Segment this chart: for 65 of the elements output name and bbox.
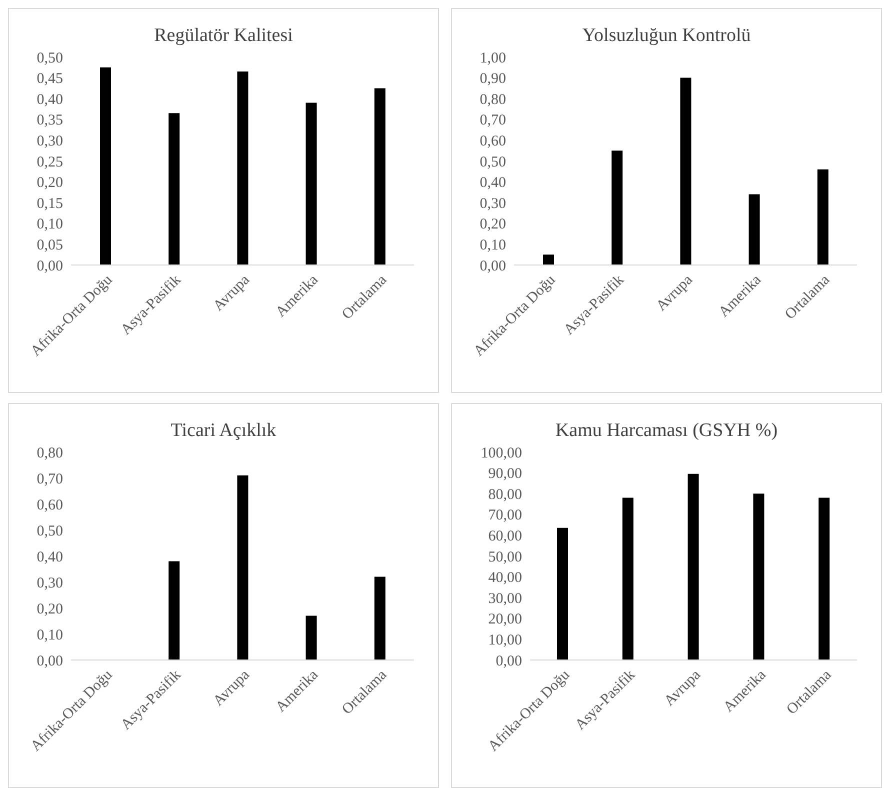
y-tick-label: 0,10 (36, 627, 63, 644)
bar (543, 254, 554, 265)
bar (237, 475, 248, 660)
y-tick-label: 0,90 (480, 71, 506, 88)
chart-title: Kamu Harcaması (GSYH %) (554, 420, 779, 443)
y-tick-label: 0,25 (36, 154, 63, 170)
bar (753, 494, 764, 660)
bar (818, 498, 830, 660)
bar (748, 194, 760, 265)
y-tick-label: 80,00 (488, 486, 522, 503)
y-tick-label: 0,10 (36, 216, 63, 233)
y-tick-label: 20,00 (488, 612, 522, 628)
bar (237, 72, 248, 265)
y-tick-label: 0,30 (36, 134, 63, 150)
y-tick-label: 0,30 (480, 196, 506, 212)
y-tick-label: 0,80 (480, 92, 506, 108)
y-tick-label: 0,60 (480, 134, 506, 150)
y-tick-label: 0,70 (480, 112, 506, 129)
bar (612, 150, 623, 265)
y-tick-label: 60,00 (488, 528, 522, 545)
y-tick-label: 0,05 (36, 238, 63, 254)
bar (622, 498, 634, 660)
y-tick-label: 0,45 (36, 71, 63, 88)
y-tick-label: 0,20 (480, 216, 506, 233)
y-tick-label: 50,00 (488, 549, 522, 566)
chart-title: Yolsuzluğun Kontrolü (581, 25, 752, 48)
chart-title: Regülatör Kalitesi (153, 25, 294, 48)
bar (374, 576, 386, 660)
y-tick-label: 0,20 (36, 175, 63, 192)
y-tick-label: 0,40 (36, 549, 63, 566)
y-tick-label: 0,60 (36, 497, 63, 514)
y-tick-label: 100,00 (480, 445, 522, 462)
bar (680, 78, 692, 265)
y-tick-label: 40,00 (488, 570, 522, 586)
y-tick-label: 0,40 (480, 175, 506, 192)
y-tick-label: 1,00 (480, 50, 506, 66)
y-tick-label: 0,70 (36, 471, 63, 488)
y-tick-label: 0,15 (36, 196, 63, 212)
y-tick-label: 70,00 (488, 508, 522, 524)
y-tick-label: 30,00 (488, 590, 522, 607)
y-tick-label: 0,35 (36, 112, 63, 129)
bar (306, 616, 317, 660)
y-tick-label: 0,40 (36, 92, 63, 108)
bar (557, 528, 568, 660)
y-tick-label: 0,00 (36, 258, 63, 274)
bar (168, 561, 180, 660)
y-tick-label: 0,80 (36, 445, 63, 462)
y-tick-label: 0,00 (480, 258, 506, 274)
bar (100, 67, 111, 265)
y-tick-label: 0,10 (480, 238, 506, 254)
y-tick-label: 10,00 (488, 632, 522, 649)
y-tick-label: 0,50 (36, 50, 63, 66)
y-tick-label: 0,50 (36, 523, 63, 540)
y-tick-label: 0,00 (496, 653, 522, 670)
y-tick-label: 0,00 (36, 653, 63, 670)
y-tick-label: 0,50 (480, 154, 506, 170)
bar (817, 169, 828, 265)
bar (306, 102, 317, 265)
y-tick-label: 90,00 (488, 466, 522, 482)
y-tick-label: 0,20 (36, 601, 63, 618)
bar (374, 88, 386, 265)
y-tick-label: 0,30 (36, 575, 63, 592)
bar (168, 113, 180, 265)
bar (688, 474, 699, 660)
chart-title: Ticari Açıklık (170, 420, 278, 443)
